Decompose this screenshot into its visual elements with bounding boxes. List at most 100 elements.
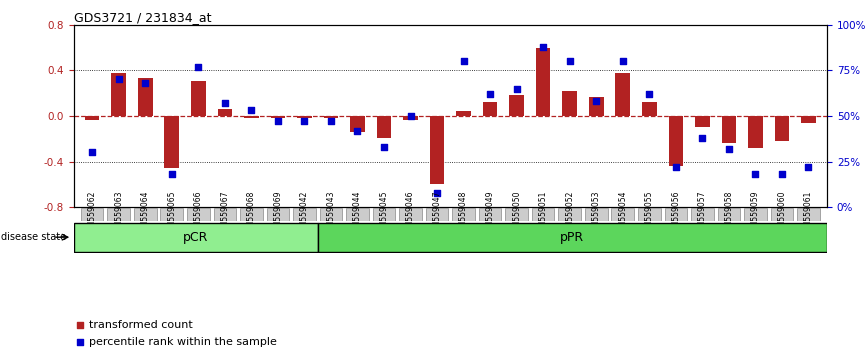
Text: GSM559065: GSM559065 <box>167 190 177 237</box>
Text: GSM559056: GSM559056 <box>671 190 681 237</box>
Point <box>244 108 258 113</box>
Text: pCR: pCR <box>183 231 209 244</box>
Bar <box>616 73 630 116</box>
Text: GSM559055: GSM559055 <box>645 190 654 237</box>
Bar <box>669 116 683 166</box>
Text: GSM559052: GSM559052 <box>565 190 574 237</box>
FancyBboxPatch shape <box>214 207 236 221</box>
Text: GSM559053: GSM559053 <box>591 190 601 237</box>
Text: GSM559045: GSM559045 <box>379 190 389 237</box>
Bar <box>270 116 285 118</box>
Point <box>298 119 312 124</box>
FancyBboxPatch shape <box>718 207 740 221</box>
FancyBboxPatch shape <box>744 207 766 221</box>
Point <box>802 164 816 170</box>
Point <box>377 144 391 150</box>
Text: GSM559068: GSM559068 <box>247 190 255 237</box>
Bar <box>350 116 365 132</box>
FancyBboxPatch shape <box>452 207 475 221</box>
FancyBboxPatch shape <box>532 207 554 221</box>
Text: GSM559047: GSM559047 <box>432 190 442 237</box>
Bar <box>536 47 551 116</box>
Point <box>775 171 789 177</box>
Text: GSM559051: GSM559051 <box>539 190 547 237</box>
Bar <box>165 116 179 169</box>
FancyBboxPatch shape <box>134 207 157 221</box>
Bar <box>324 116 339 118</box>
FancyBboxPatch shape <box>798 207 820 221</box>
FancyBboxPatch shape <box>638 207 661 221</box>
Bar <box>377 116 391 138</box>
Bar <box>801 116 816 123</box>
Text: GSM559042: GSM559042 <box>300 190 309 237</box>
Bar <box>721 116 736 143</box>
FancyBboxPatch shape <box>81 207 103 221</box>
Bar <box>244 116 259 118</box>
Bar <box>589 97 604 116</box>
Bar <box>483 102 497 116</box>
FancyBboxPatch shape <box>372 207 395 221</box>
FancyBboxPatch shape <box>691 207 714 221</box>
Bar <box>456 112 471 116</box>
Text: GSM559064: GSM559064 <box>141 190 150 237</box>
FancyBboxPatch shape <box>585 207 608 221</box>
Text: GSM559060: GSM559060 <box>778 190 786 237</box>
Point <box>669 164 682 170</box>
Point <box>351 128 365 133</box>
FancyBboxPatch shape <box>267 207 289 221</box>
FancyBboxPatch shape <box>479 207 501 221</box>
Text: GSM559054: GSM559054 <box>618 190 627 237</box>
FancyBboxPatch shape <box>399 207 422 221</box>
Point <box>271 119 285 124</box>
Bar <box>191 81 205 116</box>
Text: GSM559049: GSM559049 <box>486 190 494 237</box>
FancyBboxPatch shape <box>664 207 687 221</box>
Text: GSM559062: GSM559062 <box>87 190 97 237</box>
Point <box>430 190 444 195</box>
Text: GSM559058: GSM559058 <box>724 190 734 237</box>
Text: GSM559063: GSM559063 <box>114 190 123 237</box>
Point <box>73 339 87 345</box>
Text: GSM559057: GSM559057 <box>698 190 707 237</box>
Text: percentile rank within the sample: percentile rank within the sample <box>88 337 276 347</box>
Text: GSM559061: GSM559061 <box>804 190 813 237</box>
Text: GSM559044: GSM559044 <box>353 190 362 237</box>
Bar <box>85 116 100 120</box>
Bar <box>112 73 126 116</box>
FancyBboxPatch shape <box>506 207 528 221</box>
Point <box>748 171 762 177</box>
Bar <box>430 116 444 184</box>
FancyBboxPatch shape <box>320 207 342 221</box>
Point <box>191 64 205 69</box>
FancyBboxPatch shape <box>318 223 827 251</box>
FancyBboxPatch shape <box>559 207 581 221</box>
Bar <box>748 116 763 148</box>
Point <box>139 80 152 86</box>
Bar <box>774 116 789 141</box>
Text: transformed count: transformed count <box>88 320 192 330</box>
Point <box>589 98 603 104</box>
Point <box>218 100 232 106</box>
FancyBboxPatch shape <box>74 223 318 251</box>
Point <box>536 44 550 50</box>
FancyBboxPatch shape <box>160 207 183 221</box>
Point <box>695 135 709 141</box>
Bar <box>642 102 656 116</box>
Point <box>483 91 497 97</box>
Point <box>73 322 87 328</box>
Point <box>722 146 736 152</box>
Point <box>324 119 338 124</box>
Text: GSM559059: GSM559059 <box>751 190 759 237</box>
Point <box>616 58 630 64</box>
FancyBboxPatch shape <box>293 207 316 221</box>
Text: pPR: pPR <box>560 231 585 244</box>
Point <box>165 171 178 177</box>
Bar <box>562 91 577 116</box>
Bar <box>138 78 152 116</box>
FancyBboxPatch shape <box>187 207 210 221</box>
FancyBboxPatch shape <box>240 207 262 221</box>
Bar <box>509 96 524 116</box>
FancyBboxPatch shape <box>426 207 449 221</box>
Point <box>510 86 524 91</box>
Point <box>112 76 126 82</box>
